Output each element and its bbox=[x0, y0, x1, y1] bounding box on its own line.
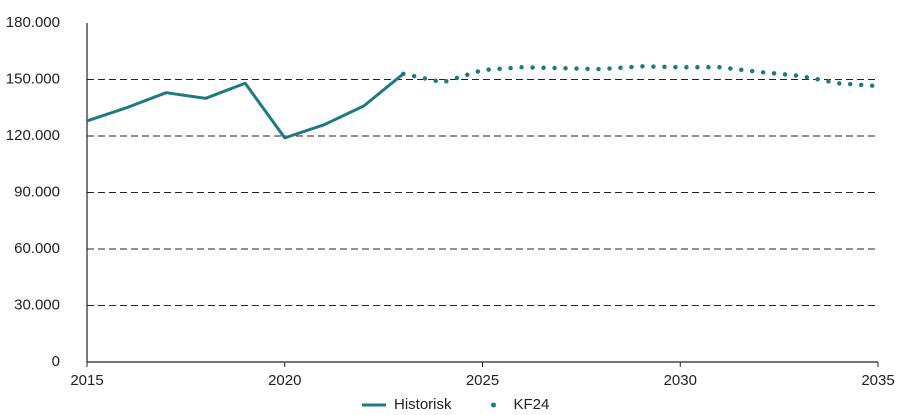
y-tick-label: 30.000 bbox=[14, 296, 60, 313]
y-tick-label: 0 bbox=[52, 353, 60, 370]
y-tick-label: 90.000 bbox=[14, 183, 60, 200]
legend-label: Historisk bbox=[394, 396, 452, 413]
x-tick-label: 2030 bbox=[664, 372, 697, 389]
y-tick-label: 120.000 bbox=[6, 127, 60, 144]
legend-label: KF24 bbox=[514, 396, 550, 413]
y-tick-label: 150.000 bbox=[6, 70, 60, 87]
legend-symbol bbox=[491, 402, 497, 408]
x-tick-label: 2025 bbox=[466, 372, 499, 389]
series-line bbox=[401, 64, 881, 89]
x-tick-label: 2035 bbox=[861, 372, 894, 389]
x-tick-label: 2015 bbox=[70, 372, 103, 389]
series-line bbox=[86, 72, 405, 140]
y-tick-label: 180.000 bbox=[6, 14, 60, 31]
y-tick-label: 60.000 bbox=[14, 240, 60, 257]
x-tick-label: 2020 bbox=[268, 372, 301, 389]
